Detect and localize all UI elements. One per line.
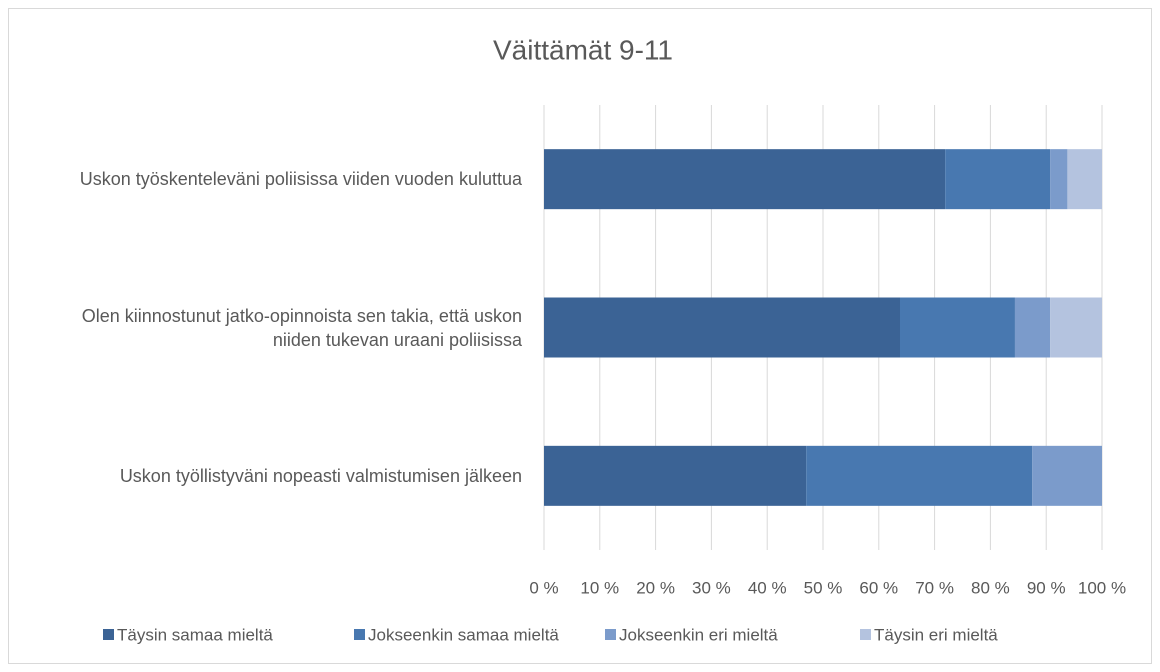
x-tick-label: 10 %: [580, 578, 619, 597]
y-tick-label: Uskon työskenteleväni poliisissa viiden …: [79, 169, 522, 190]
bar-segment: [544, 445, 807, 506]
x-tick-label: 90 %: [1027, 578, 1066, 597]
y-tick-label: Olen kiinnostunut jatko-opinnoista sen t…: [81, 305, 522, 350]
legend-label: Täysin eri mieltä: [874, 625, 998, 644]
x-tick-label: 80 %: [971, 578, 1010, 597]
legend-label: Jokseenkin eri mieltä: [619, 625, 778, 644]
bar-segment: [900, 297, 1015, 358]
bar-segment: [1050, 297, 1102, 358]
chart-title: Väittämät 9-11: [493, 34, 673, 65]
legend-swatch: [605, 629, 616, 640]
bar-segment: [1067, 149, 1102, 210]
legend-swatch: [860, 629, 871, 640]
legend-label: Jokseenkin samaa mieltä: [368, 625, 559, 644]
legend-label: Täysin samaa mieltä: [117, 625, 273, 644]
x-tick-label: 20 %: [636, 578, 675, 597]
bar-segment: [806, 445, 1033, 506]
bar-segment: [1014, 297, 1051, 358]
bar-segment: [544, 149, 946, 210]
x-tick-label: 100 %: [1078, 578, 1126, 597]
x-tick-label: 30 %: [692, 578, 731, 597]
x-tick-label: 60 %: [859, 578, 898, 597]
bar-segment: [945, 149, 1051, 210]
y-tick-label: Uskon työllistyväni nopeasti valmistumis…: [119, 465, 522, 486]
x-tick-label: 70 %: [915, 578, 954, 597]
legend-swatch: [103, 629, 114, 640]
bar-segment: [544, 297, 901, 358]
x-tick-label: 0 %: [529, 578, 558, 597]
bar-segment: [1050, 149, 1068, 210]
legend-swatch: [354, 629, 365, 640]
x-tick-label: 50 %: [804, 578, 843, 597]
x-tick-label: 40 %: [748, 578, 787, 597]
bar-segment: [1032, 445, 1102, 506]
